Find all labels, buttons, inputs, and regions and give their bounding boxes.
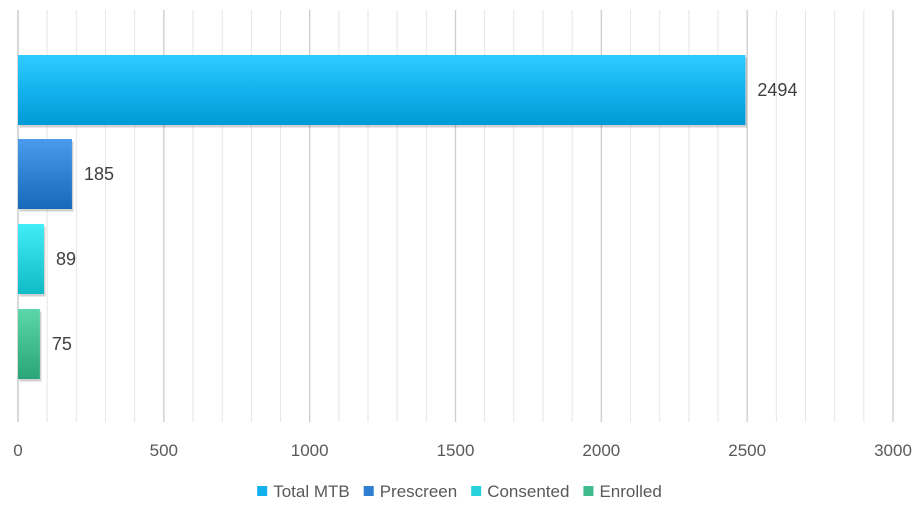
bar-total-mtb [18, 55, 746, 125]
x-tick-label: 500 [150, 441, 178, 460]
bars [18, 55, 747, 382]
x-tick-label: 1500 [437, 441, 475, 460]
legend-label-enrolled: Enrolled [599, 482, 661, 501]
bar-consented [18, 224, 44, 294]
x-tick-label: 2000 [582, 441, 620, 460]
legend-swatch-total-mtb [257, 486, 268, 496]
data-label-consented: 89 [56, 249, 76, 269]
x-tick-label: 1000 [291, 441, 329, 460]
data-label-enrolled: 75 [52, 334, 72, 354]
x-tick-label: 3000 [874, 441, 912, 460]
x-tick-label: 0 [13, 441, 22, 460]
data-label-prescreen: 185 [84, 164, 114, 184]
legend: Total MTB Prescreen Consented Enrolled [257, 482, 662, 501]
data-label-total-mtb: 2494 [757, 80, 797, 100]
data-labels: 2494 185 89 75 [52, 80, 798, 354]
bar-enrolled [18, 309, 40, 379]
x-tick-label: 2500 [728, 441, 766, 460]
legend-swatch-consented [471, 486, 482, 496]
legend-swatch-enrolled [583, 486, 594, 496]
legend-label-prescreen: Prescreen [380, 482, 457, 501]
legend-swatch-prescreen [363, 486, 374, 496]
bar-prescreen [18, 139, 72, 209]
x-axis-tick-labels: 0 500 1000 1500 2000 2500 3000 [13, 441, 912, 460]
legend-label-consented: Consented [487, 482, 569, 501]
legend-label-total-mtb: Total MTB [273, 482, 350, 501]
